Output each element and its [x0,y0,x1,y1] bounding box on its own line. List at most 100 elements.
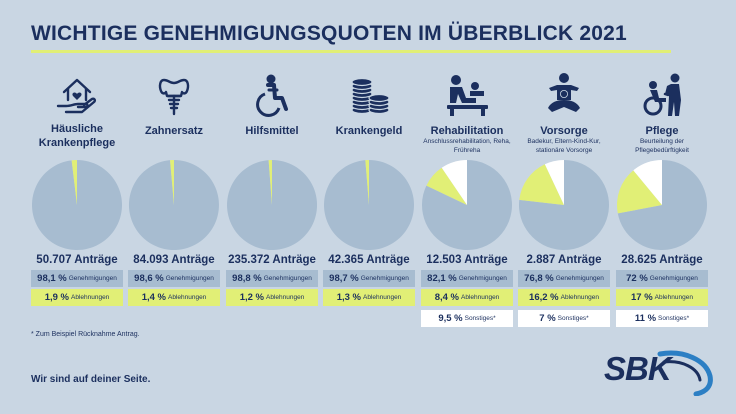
genehmigungen-label: Genehmigungen [165,275,214,282]
slogan: Wir sind auf deiner Seite. [31,374,151,385]
pie-slice-genehmigungen [31,160,122,250]
pie-chart [31,159,123,251]
category-subtitle: Anschlussrehabilitation, Reha, Frühreha [423,138,511,154]
sonstiges-bar: 9,5 % Sonstiges* [421,310,513,327]
ablehnungen-bar: 1,3 % Ablehnungen [323,289,415,306]
genehmigungen-percent: 98,7 % [329,273,359,284]
antraege-count: 84.093 Anträge [133,254,215,266]
ablehnungen-percent: 1,4 % [141,292,166,303]
category-label: Zahnersatz [144,125,204,137]
ablehnungen-percent: 1,2 % [239,292,264,303]
house-hand-icon [54,72,100,118]
pie-slice-genehmigungen [128,160,219,250]
pie-slice-genehmigungen [421,160,512,250]
antraege-count: 50.707 Anträge [36,254,118,266]
genehmigungen-label: Genehmigungen [68,275,117,282]
genehmigungen-bar: 76,8 % Genehmigungen [518,270,610,287]
sonstiges-percent: 7 % [539,313,556,324]
pie-slice-genehmigungen [617,160,708,250]
ablehnungen-label: Ablehnungen [70,294,110,301]
pie-chart [128,159,220,251]
pie-slice-ablehnungen [268,160,272,205]
genehmigungen-percent: 72 % [626,273,648,284]
sonstiges-label: Sonstiges* [464,315,496,322]
genehmigungen-bar: 82,1 % Genehmigungen [421,270,513,287]
sonstiges-bar: 11 % Sonstiges* [616,310,708,327]
category-subtitle: Badekur, Eltern-Kind-Kur, stationäre Vor… [527,138,601,154]
pie-slice-ablehnungen [426,167,467,205]
ablehnungen-percent: 8,4 % [434,292,459,303]
ablehnungen-label: Ablehnungen [654,294,693,301]
ablehnungen-percent: 1,3 % [336,292,361,303]
genehmigungen-label: Genehmigungen [649,275,698,282]
antraege-count: 2.887 Anträge [526,254,602,266]
pie-slice-ablehnungen [519,164,564,205]
ablehnungen-bar: 8,4 % Ablehnungen [421,289,513,306]
pie-chart [616,159,708,251]
category-label: Hilfsmittel [245,125,299,137]
genehmigungen-label: Genehmigungen [555,275,604,282]
genehmigungen-bar: 98,1 % Genehmigungen [31,270,123,287]
ablehnungen-bar: 1,9 % Ablehnungen [31,289,123,306]
category-label: Pflege [645,125,679,137]
sonstiges-percent: 11 % [634,313,657,324]
parent-child-icon [541,72,587,118]
ablehnungen-label: Ablehnungen [362,294,402,301]
genehmigungen-percent: 98,6 % [134,273,164,284]
genehmigungen-bar: 98,7 % Genehmigungen [323,270,415,287]
antraege-count: 28.625 Anträge [621,254,703,266]
pie-slice-ablehnungen [365,160,369,205]
pie-slice-genehmigungen [519,160,610,250]
pie-slice-genehmigungen [227,159,318,250]
coin-stacks-icon [346,72,392,118]
tooth-implant-icon [151,72,197,118]
genehmigungen-percent: 98,8 % [232,273,262,284]
antraege-count: 12.503 Anträge [426,254,508,266]
pie-slice-sonstiges [633,160,662,205]
pie-chart [421,159,513,251]
ablehnungen-bar: 1,4 % Ablehnungen [128,289,220,306]
physiotherapy-icon [444,72,490,118]
ablehnungen-label: Ablehnungen [560,294,599,301]
ablehnungen-percent: 17 % [631,292,653,303]
genehmigungen-bar: 72 % Genehmigungen [616,270,708,287]
genehmigungen-percent: 76,8 % [524,273,554,284]
pie-slice-ablehnungen [71,160,77,205]
genehmigungen-percent: 98,1 % [37,273,67,284]
footnote: * Zum Beispiel Rücknahme Antrag. [31,331,140,338]
ablehnungen-percent: 16,2 % [529,292,559,303]
ablehnungen-bar: 17 % Ablehnungen [616,289,708,306]
category-subtitle: Beurteilung der Pflegebedürftigkeit [635,138,689,154]
logo-arc-icon [657,350,713,396]
category-label: Krankengeld [335,125,403,137]
genehmigungen-percent: 82,1 % [427,273,457,284]
pie-chart [518,159,610,251]
ablehnungen-percent: 1,9 % [44,292,69,303]
antraege-count: 235.372 Anträge [228,254,316,266]
page-title: WICHTIGE GENEHMIGUNGSQUOTEN IM ÜBERBLICK… [31,22,627,45]
caregiver-wheelchair-icon [639,72,685,118]
sonstiges-percent: 9,5 % [438,313,463,324]
category-label: Häusliche Krankenpflege [38,123,116,149]
ablehnungen-bar: 1,2 % Ablehnungen [226,289,318,306]
pie-chart [226,159,318,251]
pie-chart [323,159,415,251]
wheelchair-icon [249,72,295,118]
genehmigungen-label: Genehmigungen [360,275,409,282]
ablehnungen-label: Ablehnungen [167,294,207,301]
pie-slice-sonstiges [441,160,467,205]
pie-slice-ablehnungen [170,159,174,205]
category-label: Vorsorge [540,125,588,137]
genehmigungen-label: Genehmigungen [263,275,312,282]
category-label: Rehabilitation [430,125,504,137]
title-underline [31,50,671,53]
pie-slice-ablehnungen [617,170,662,214]
genehmigungen-bar: 98,6 % Genehmigungen [128,270,220,287]
sonstiges-label: Sonstiges* [658,315,690,322]
ablehnungen-label: Ablehnungen [460,294,500,301]
ablehnungen-label: Ablehnungen [265,294,305,301]
sonstiges-label: Sonstiges* [557,315,589,322]
ablehnungen-bar: 16,2 % Ablehnungen [518,289,610,306]
pie-slice-genehmigungen [324,160,415,250]
genehmigungen-label: Genehmigungen [458,275,507,282]
